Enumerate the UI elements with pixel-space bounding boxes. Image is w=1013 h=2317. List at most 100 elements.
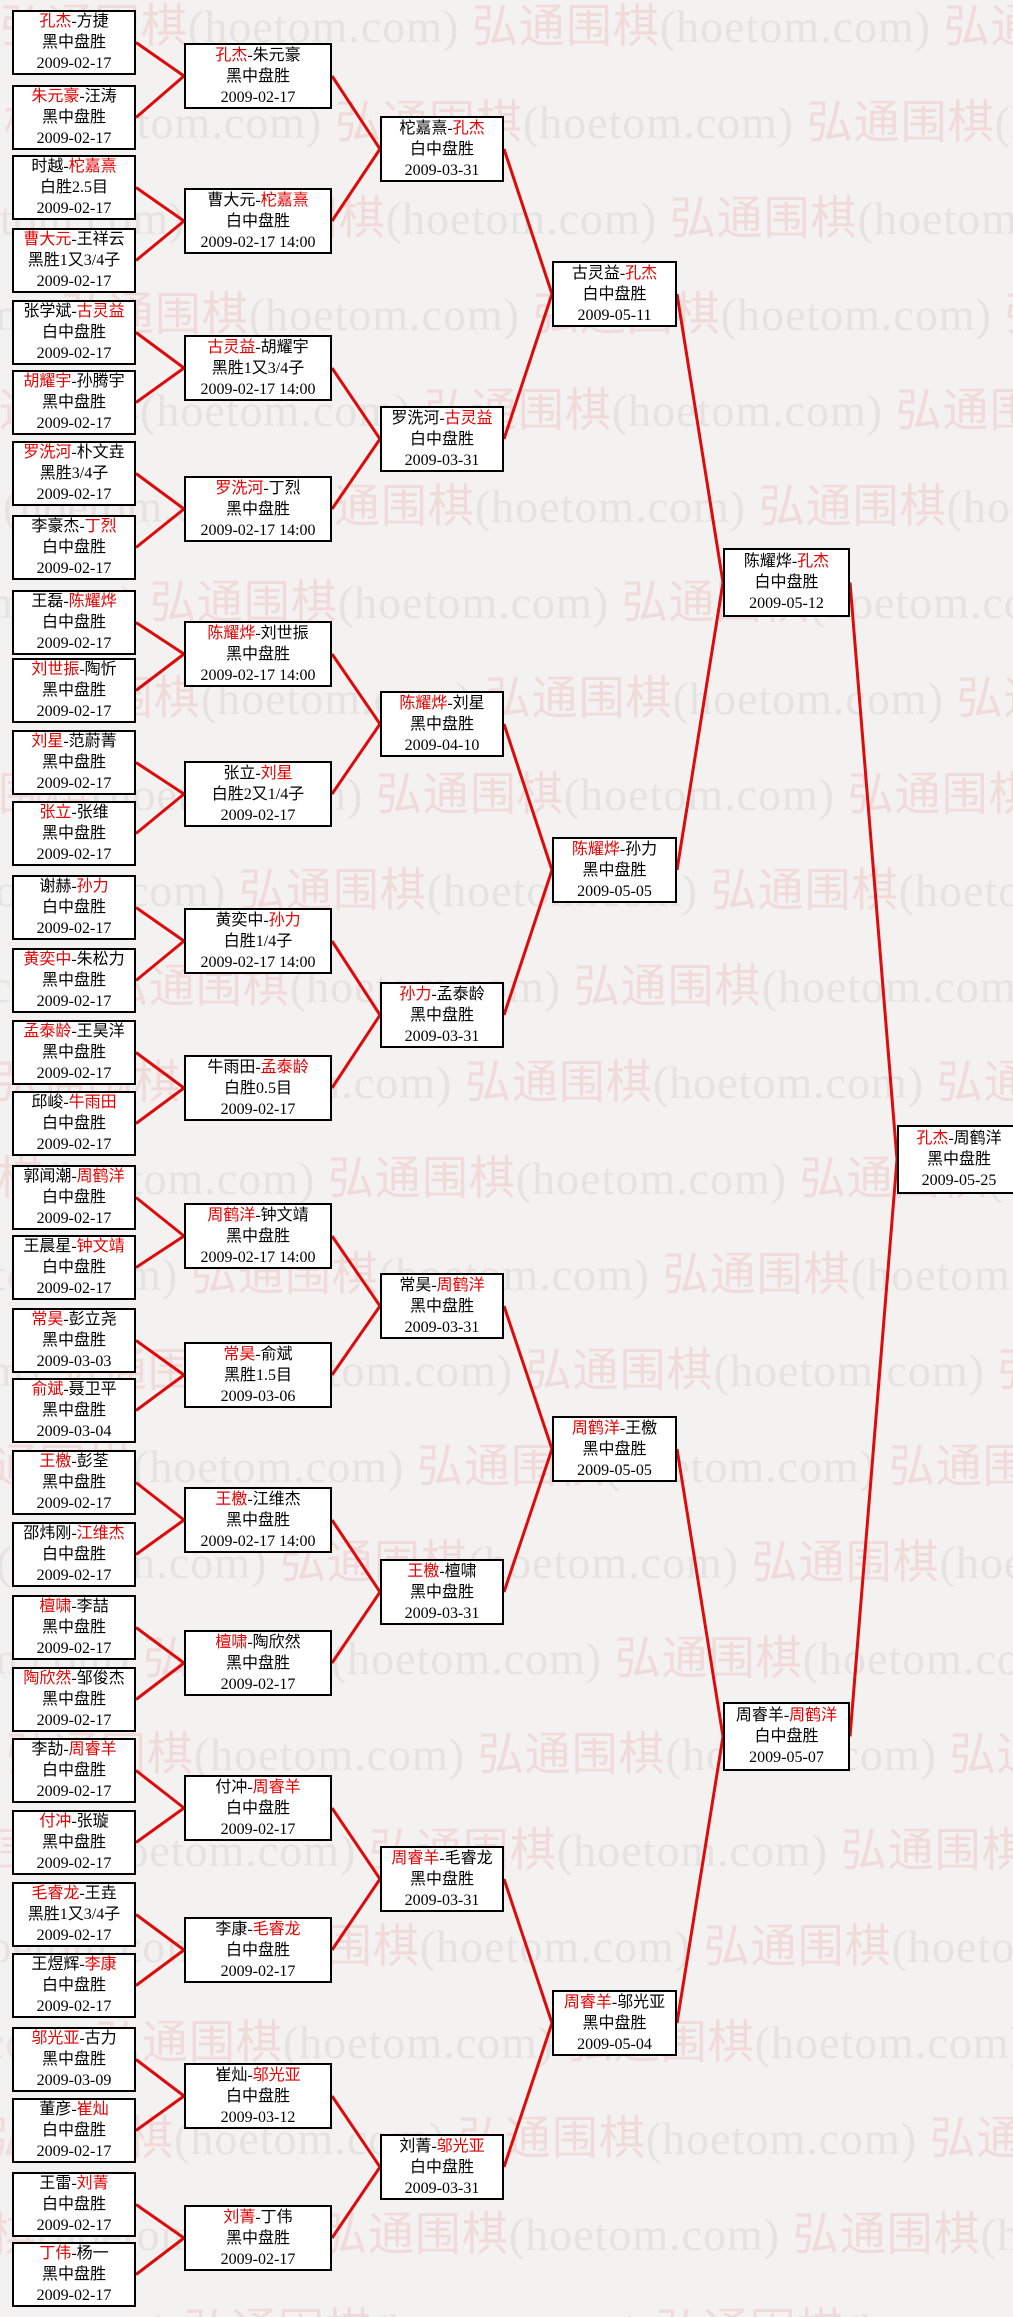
connector-line [330,148,382,222]
match-box: 付冲-张璇 黑中盘胜 2009-02-17 [12,1810,136,1875]
match-date: 2009-05-12 [749,595,824,612]
match-result: 黑中盘胜 [225,1511,290,1529]
match-result: 白中盘胜 [41,2122,106,2139]
match-date: 2009-02-17 [36,1640,112,1657]
match-box: 朱元豪-汪涛 黑中盘胜 2009-02-17 [12,85,136,150]
name-separator: - [71,1670,77,1687]
match-box: 孔杰-朱元豪 黑中盘胜 2009-02-17 [184,43,332,109]
match-result: 黑中盘胜 [41,2266,106,2283]
match-date: 2009-02-17 [36,635,112,652]
name-separator: - [71,2175,77,2192]
match-date: 2009-02-17 [36,1712,112,1729]
match-box: 陶欣然-邹俊杰 黑中盘胜 2009-02-17 [12,1667,136,1732]
match-date: 2009-05-07 [749,1749,824,1766]
match-result: 黑中盘胜 [41,2051,106,2068]
name-separator: - [791,553,798,570]
match-result: 白中盘胜 [409,430,474,448]
connector-line [135,331,185,370]
name-separator: - [783,1707,790,1724]
match-box: 周睿羊-毛睿龙 黑中盘胜 2009-03-31 [380,1846,504,1912]
match-result: 白中盘胜 [41,1115,106,1132]
match-players: 常昊-俞斌 [223,1344,292,1365]
match-box: 刘菁-丁伟 黑中盘胜 2009-02-17 [184,2205,332,2271]
connector-line [135,2094,185,2132]
name-separator: - [79,518,85,535]
match-result: 黑胜1又3/4子 [27,252,121,269]
name-separator: - [247,1920,253,1938]
match-result: 黑中盘胜 [225,500,290,518]
match-players: 孟泰龄-王昊洋 [23,1021,124,1042]
player-right: 刘星 [452,694,485,712]
match-box: 郭闻潮-周鹤洋 白中盘胜 2009-02-17 [12,1165,136,1230]
match-date: 2009-02-17 [220,88,296,106]
name-separator: - [79,1956,85,1973]
name-separator: - [71,2245,77,2262]
match-result: 白中盘胜 [754,1728,819,1745]
name-separator: - [619,840,626,858]
player-right: 邬光亚 [436,2137,485,2155]
connector-line [502,2022,554,2168]
match-players: 王煜辉-李康 [31,1954,116,1975]
player-right: 丁烈 [84,518,117,535]
player-left: 周睿羊 [735,1707,784,1724]
connector-line [502,148,554,295]
match-players: 刘菁-邬光亚 [399,2136,484,2157]
player-right: 江维杰 [76,1525,125,1542]
player-right: 孔杰 [797,553,830,570]
player-right: 周鹤洋 [953,1130,1002,1147]
name-separator: - [439,1849,445,1867]
match-box: 王晨星-钟文靖 白中盘胜 2009-02-17 [12,1235,136,1300]
player-right: 柁嘉熹 [260,191,309,209]
player-right: 周鹤洋 [789,1707,838,1724]
match-players: 朱元豪-汪涛 [31,86,116,107]
match-box: 李康-毛睿龙 白中盘胜 2009-02-17 [184,1917,332,1983]
match-players: 黄奕中-朱松力 [23,949,124,970]
match-result: 黑中盘胜 [225,645,290,663]
connector-line [135,1051,185,1090]
connector-line [135,41,185,78]
match-result: 黑中盘胜 [41,1332,106,1349]
player-right: 周鹤洋 [436,1276,485,1294]
match-date: 2009-02-17 14:00 [200,1532,316,1550]
name-separator: - [447,694,453,712]
match-players: 孔杰-朱元豪 [215,45,300,66]
name-separator: - [71,878,77,895]
player-right: 李康 [84,1956,117,1973]
match-box: 俞斌-聂卫平 黑中盘胜 2009-03-04 [12,1378,136,1443]
match-date: 2009-02-17 [36,2143,112,2160]
match-box: 常昊-周鹤洋 黑中盘胜 2009-03-31 [380,1273,504,1339]
match-result: 黑中盘胜 [41,1691,106,1708]
match-result: 黑中盘胜 [926,1151,991,1168]
match-players: 胡耀宇-孙腾宇 [23,371,124,392]
match-players: 罗洗河-朴文垚 [23,442,124,463]
player-right: 刘世振 [260,624,309,642]
match-players: 董彦-崔灿 [39,2099,108,2120]
connector-line [135,1481,185,1522]
player-right: 檀啸 [444,1562,477,1580]
connector-line [330,1591,382,1664]
player-right: 朴文垚 [76,444,125,461]
match-date: 2009-02-17 [36,1495,112,1512]
match-date: 2009-02-17 [220,1962,296,1980]
match-players: 孔杰-方捷 [39,11,108,32]
name-separator: - [71,2101,77,2118]
player-right: 孙力 [268,911,301,929]
name-separator: - [255,764,261,782]
player-right: 王昊洋 [76,1023,125,1040]
player-left: 邱峻 [31,1094,64,1111]
match-players: 王雷-刘菁 [39,2173,108,2194]
match-date: 2009-02-17 14:00 [200,1248,316,1266]
connector-line [135,792,185,835]
player-left: 周鹤洋 [207,1206,256,1224]
name-separator: - [63,1094,69,1111]
connector-line [502,293,554,440]
player-left: 邵炜刚 [23,1525,72,1542]
match-date: 2009-03-06 [220,1387,296,1405]
match-date: 2009-02-17 14:00 [200,380,316,398]
match-players: 王磊-陈耀烨 [31,591,116,612]
match-players: 付冲-张璇 [39,1811,108,1832]
match-result: 黑中盘胜 [41,1619,106,1636]
name-separator: - [263,479,269,497]
match-box: 罗洗河-丁烈 黑中盘胜 2009-02-17 14:00 [184,476,332,542]
